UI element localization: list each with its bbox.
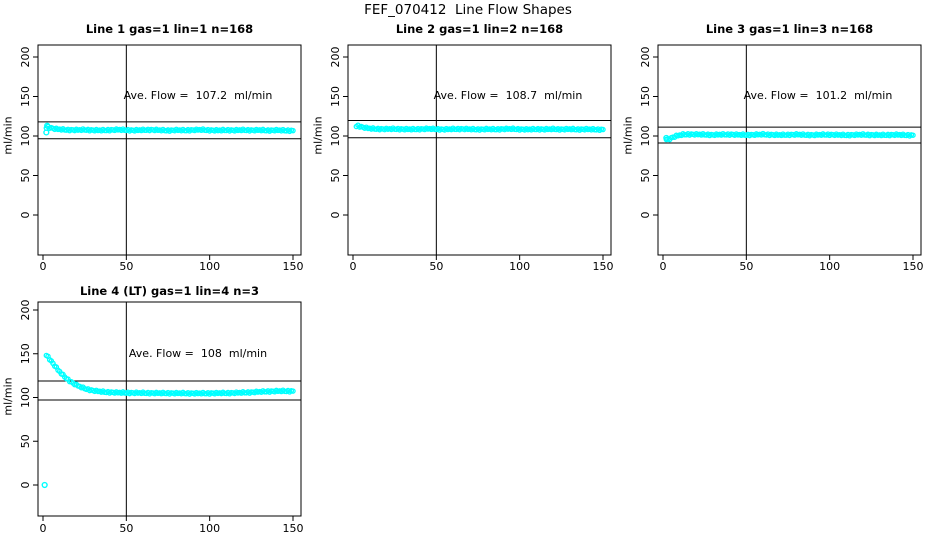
y-axis-label-line-2: ml/min <box>311 116 325 155</box>
data-point <box>600 126 606 133</box>
x-tick-label: 0 <box>350 260 357 273</box>
y-tick-label: 100 <box>19 126 32 147</box>
y-tick-label: 0 <box>329 212 342 219</box>
x-tick-label: 100 <box>199 522 220 535</box>
panel-title-line-1: Line 1 gas=1 lin=1 n=168 <box>85 22 254 36</box>
data-point <box>910 132 916 138</box>
y-tick-label: 50 <box>19 169 32 183</box>
y-tick-label: 100 <box>639 126 652 147</box>
ave-flow-annotation-line-2: Ave. Flow = 108.7 ml/min <box>433 89 583 102</box>
y-tick-label: 100 <box>19 387 32 408</box>
x-tick-label: 0 <box>660 260 667 273</box>
x-tick-label: 100 <box>509 260 530 273</box>
y-tick-label: 150 <box>329 86 342 107</box>
y-tick-label: 50 <box>639 169 652 183</box>
ave-flow-annotation-line-4: Ave. Flow = 108 ml/min <box>128 347 268 360</box>
outlier-point <box>43 129 50 136</box>
x-tick-label: 50 <box>119 260 133 273</box>
y-tick-label: 0 <box>19 482 32 489</box>
ave-flow-annotation-line-1: Ave. Flow = 107.2 ml/min <box>123 89 273 102</box>
y-tick-label: 150 <box>19 343 32 364</box>
y-tick-label: 200 <box>329 47 342 68</box>
x-tick-label: 50 <box>429 260 443 273</box>
data-point <box>290 127 296 134</box>
panel-title-line-3: Line 3 gas=1 lin=3 n=168 <box>705 22 874 36</box>
y-tick-label: 0 <box>19 212 32 219</box>
x-tick-label: 0 <box>40 522 47 535</box>
y-tick-label: 200 <box>19 47 32 68</box>
x-tick-label: 150 <box>283 260 304 273</box>
y-tick-label: 150 <box>639 86 652 107</box>
y-tick-label: 50 <box>329 169 342 183</box>
figure-title: FEF_070412 Line Flow Shapes <box>364 2 572 18</box>
panel-border <box>347 44 612 256</box>
y-tick-label: 0 <box>639 212 652 219</box>
x-tick-label: 0 <box>40 260 47 273</box>
panel-title-line-4: Line 4 (LT) gas=1 lin=4 n=3 <box>79 284 260 298</box>
panel-border <box>37 301 302 517</box>
x-tick-label: 150 <box>903 260 924 273</box>
x-tick-label: 50 <box>119 522 133 535</box>
y-tick-label: 200 <box>639 47 652 68</box>
ave-flow-annotation-line-3: Ave. Flow = 101.2 ml/min <box>743 89 893 102</box>
outlier-point <box>41 481 48 489</box>
x-tick-label: 100 <box>199 260 220 273</box>
data-point <box>290 388 296 394</box>
outlier-point <box>44 122 51 129</box>
y-tick-label: 200 <box>19 300 32 321</box>
panel-border <box>37 44 302 256</box>
x-tick-label: 50 <box>739 260 753 273</box>
outlier-point <box>663 134 670 142</box>
x-tick-label: 150 <box>593 260 614 273</box>
y-axis-label-line-3: ml/min <box>621 116 635 155</box>
y-tick-label: 150 <box>19 86 32 107</box>
y-tick-label: 100 <box>329 126 342 147</box>
panel-title-line-2: Line 2 gas=1 lin=2 n=168 <box>395 22 564 36</box>
x-tick-label: 100 <box>819 260 840 273</box>
x-tick-label: 150 <box>283 522 304 535</box>
panel-border <box>657 44 922 256</box>
y-axis-label-line-1: ml/min <box>1 116 15 155</box>
y-tick-label: 50 <box>19 434 32 448</box>
y-axis-label-line-4: ml/min <box>1 377 15 416</box>
